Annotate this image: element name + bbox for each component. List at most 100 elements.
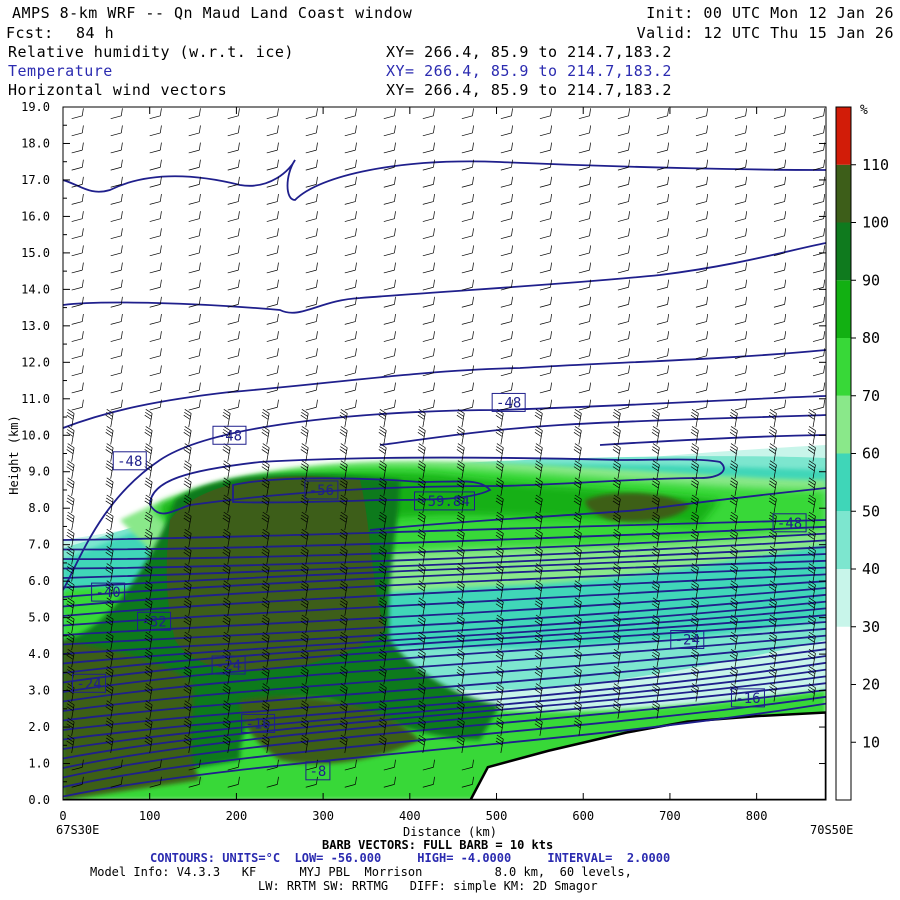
wind-barb: [144, 511, 153, 531]
wind-barb: [110, 279, 123, 291]
contour-label-box: [305, 761, 331, 781]
wind-barb: [768, 597, 777, 616]
wind-barb: [617, 125, 630, 137]
wind-barb: [612, 597, 621, 616]
wind-barb: [768, 477, 777, 496]
wind-barb: [495, 528, 504, 548]
wind-barb: [461, 296, 474, 308]
wind-barb: [729, 460, 738, 479]
wind-barb: [456, 700, 465, 719]
wind-barb: [261, 580, 270, 599]
wind-barb: [383, 365, 396, 377]
wind-barb: [378, 426, 387, 445]
wind-barb: [690, 494, 699, 514]
wind-barb: [539, 279, 552, 291]
wind-barb: [110, 142, 123, 154]
wind-barb: [227, 382, 240, 394]
wind-barb: [651, 460, 660, 479]
wind-barb: [222, 614, 231, 634]
wind-barb: [266, 262, 279, 274]
wind-barb: [344, 176, 357, 188]
wind-barb: [773, 331, 787, 342]
wind-barb: [105, 648, 114, 668]
wind-barb: [227, 193, 240, 205]
contour-labels: -48 -48 -48 -56 -59.84 -48 -40 -32 -24 -24 -24 -16 -…: [72, 392, 807, 781]
wind-barb: [222, 563, 231, 582]
wind-barb: [773, 108, 787, 120]
wind-barb: [300, 426, 309, 445]
wind-barb: [149, 296, 162, 308]
wind-barb: [495, 426, 504, 445]
wind-barb: [690, 408, 699, 428]
wind-barb: [456, 528, 465, 548]
wind-barb: [578, 262, 591, 274]
wind-barb: [729, 614, 738, 634]
wind-barb: [105, 408, 114, 428]
wind-barb: [144, 666, 153, 685]
wind-barb: [656, 382, 669, 394]
wind-barb: [612, 460, 621, 479]
wind-barb: [305, 125, 318, 137]
wind-barb: [729, 546, 738, 565]
wind-barb: [188, 193, 201, 205]
wind-barb: [266, 313, 279, 325]
wind-barb: [183, 734, 192, 754]
y-tick-label: 14.0: [21, 282, 50, 296]
wind-barb: [617, 211, 630, 222]
temperature-contour: [63, 661, 826, 741]
wind-barb: [734, 331, 748, 342]
wind-barb: [495, 717, 504, 736]
wind-barbs: [66, 108, 826, 788]
wind-barb: [500, 211, 513, 222]
wind-barb: [305, 348, 318, 360]
wind-barb: [110, 776, 123, 788]
wind-barb: [656, 228, 669, 240]
wind-barb: [378, 563, 387, 582]
wind-barb: [612, 426, 621, 445]
colorbar-tick-label: 80: [862, 329, 880, 347]
wind-barb: [734, 193, 748, 205]
wind-barb: [110, 348, 123, 360]
wind-barb: [149, 279, 162, 291]
wind-barb: [105, 563, 114, 582]
contour-label: -48: [496, 395, 521, 411]
temperature-contour: [149, 456, 725, 515]
wind-barb: [695, 262, 709, 274]
wind-barb: [456, 666, 465, 685]
temperature-contour: [63, 593, 826, 646]
wind-barb: [807, 546, 816, 565]
wind-barb: [534, 494, 543, 514]
contour-label-box: [112, 451, 147, 471]
wind-barb: [339, 648, 348, 668]
wind-barb: [261, 528, 270, 548]
y-tick-label: 15.0: [21, 246, 50, 260]
wind-barb: [266, 228, 279, 240]
wind-barb: [656, 262, 669, 274]
wind-barb: [573, 477, 582, 496]
wind-barb: [110, 759, 123, 771]
contour-label-box: [91, 582, 126, 602]
wind-barb: [807, 494, 816, 514]
contour-label-box: [730, 688, 765, 708]
wind-barb: [183, 580, 192, 599]
wind-barb: [110, 365, 123, 377]
wind-barb: [734, 262, 748, 274]
wind-barb: [656, 193, 669, 205]
wind-barb: [110, 296, 123, 308]
wind-barb: [183, 648, 192, 668]
x-tick-label: 500: [486, 809, 508, 823]
wind-barb: [690, 546, 699, 565]
wind-barb: [266, 142, 279, 154]
wind-barb: [417, 734, 426, 754]
wind-barb: [227, 108, 240, 120]
wind-barb: [500, 296, 513, 308]
fcst-value: 84 h: [76, 24, 115, 42]
wind-barb: [578, 211, 591, 222]
wind-barb: [695, 125, 709, 137]
wind-barb: [183, 717, 192, 736]
wind-barb: [144, 648, 153, 668]
wind-barb: [300, 443, 309, 462]
wind-barb: [768, 614, 777, 634]
field-temperature: Temperature: [8, 62, 113, 80]
wind-barb: [222, 528, 231, 548]
